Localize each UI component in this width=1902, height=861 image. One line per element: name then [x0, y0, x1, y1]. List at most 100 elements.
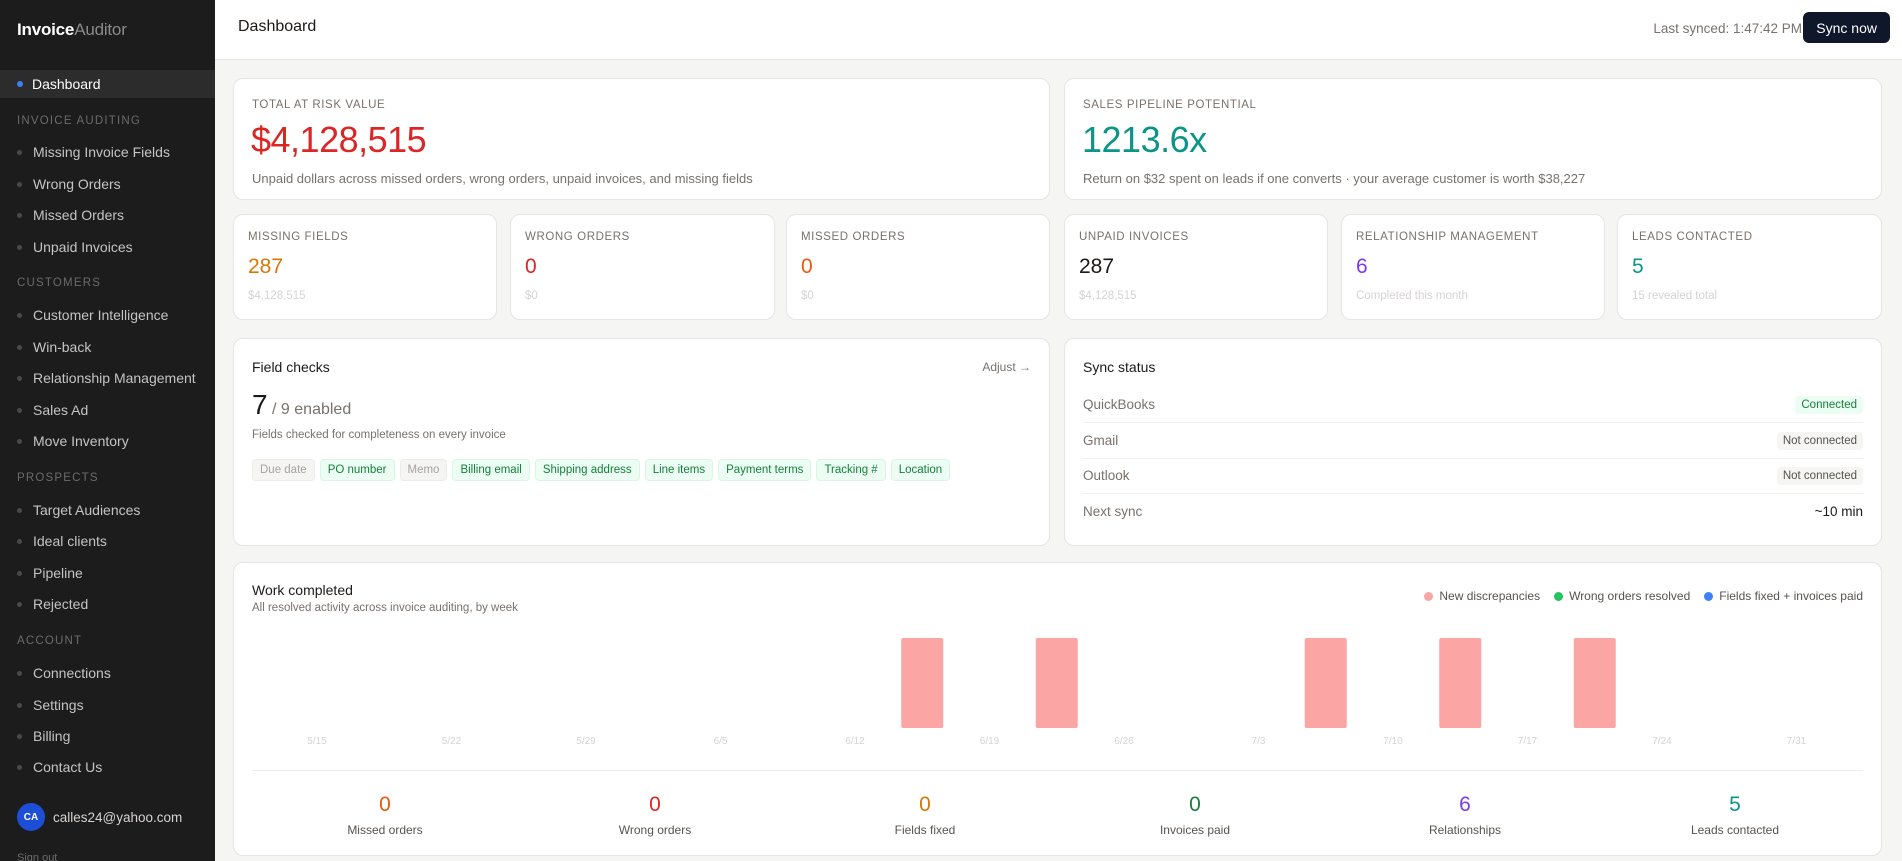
- field-tags: Due date PO number Memo Billing email Shippi…: [252, 459, 955, 481]
- adjust-link[interactable]: Adjust →: [982, 360, 1031, 374]
- bullet-icon: [17, 702, 22, 708]
- service-name: QuickBooks: [1083, 397, 1156, 412]
- stat-label: Relationships: [1428, 823, 1502, 837]
- status-badge: Not connected: [1776, 431, 1863, 450]
- kpi-leads-contacted[interactable]: LEADS CONTACTED 5 15 revealed total: [1617, 214, 1882, 320]
- sidebar-item-ideal-clients[interactable]: Ideal clients: [17, 530, 107, 552]
- sidebar: InvoiceAuditor Dashboard INVOICE AUDITIN…: [0, 0, 215, 861]
- kpi-wrong-orders[interactable]: WRONG ORDERS 0 $0: [510, 214, 775, 320]
- card-label: SALES PIPELINE POTENTIAL: [1083, 99, 1257, 111]
- kpi-missed-orders[interactable]: MISSED ORDERS 0 $0: [786, 214, 1050, 320]
- sidebar-item-sales-ad[interactable]: Sales Ad: [17, 399, 88, 421]
- stat-value: 6: [1459, 793, 1471, 816]
- kpi-relationship-management[interactable]: RELATIONSHIP MANAGEMENT 6 Completed this…: [1341, 214, 1605, 320]
- bullet-icon: [17, 733, 22, 739]
- bullet-icon: [17, 244, 22, 250]
- sign-out-link[interactable]: Sign out: [17, 852, 58, 861]
- chart-bar: [1035, 638, 1078, 728]
- work-completed-card: Work completed All resolved activity acr…: [233, 562, 1882, 856]
- legend-item: Fields fixed + invoices paid: [1704, 589, 1863, 603]
- chart-bar: [1439, 638, 1482, 728]
- stat-leads-contacted: 5 Leads contacted: [1635, 793, 1835, 837]
- stat-value: 0: [379, 793, 391, 816]
- sidebar-item-label: Target Audiences: [33, 502, 141, 518]
- bullet-icon: [17, 601, 22, 607]
- sidebar-item-label: Settings: [33, 697, 84, 713]
- kpi-sub: $4,128,515: [1079, 290, 1137, 302]
- sync-row-quickbooks: QuickBooks Connected: [1083, 387, 1863, 423]
- pipeline-card: SALES PIPELINE POTENTIAL 1213.6x Return …: [1064, 78, 1882, 200]
- sidebar-item-win-back[interactable]: Win-back: [17, 336, 91, 358]
- kpi-label: MISSING FIELDS: [248, 231, 349, 243]
- legend-swatch: [1704, 591, 1714, 601]
- x-tick-label: 5/22: [442, 736, 462, 747]
- field-tag[interactable]: Billing email: [452, 459, 530, 481]
- legend-item: New discrepancies: [1424, 589, 1540, 603]
- service-name: Gmail: [1083, 433, 1119, 448]
- legend-label: Wrong orders resolved: [1569, 589, 1691, 603]
- sidebar-item-label: Missing Invoice Fields: [33, 144, 170, 160]
- bullet-icon: [17, 570, 22, 576]
- bullet-icon: [17, 670, 22, 676]
- kpi-missing-fields[interactable]: MISSING FIELDS 287 $4,128,515: [233, 214, 497, 320]
- chart-bar: [1573, 638, 1616, 728]
- x-tick-label: 7/17: [1518, 736, 1538, 747]
- bullet-icon: [17, 312, 22, 318]
- field-tag[interactable]: Memo: [399, 459, 448, 481]
- field-tag[interactable]: Due date: [252, 459, 315, 481]
- sidebar-item-contact-us[interactable]: Contact Us: [17, 756, 102, 778]
- sidebar-item-move-inventory[interactable]: Move Inventory: [17, 430, 129, 452]
- sidebar-item-label: Pipeline: [33, 565, 83, 581]
- service-name: Next sync: [1083, 503, 1143, 519]
- sidebar-item-label: Connections: [33, 665, 111, 681]
- sidebar-item-pipeline[interactable]: Pipeline: [17, 562, 83, 584]
- sidebar-item-billing[interactable]: Billing: [17, 725, 70, 747]
- stat-invoices-paid: 0 Invoices paid: [1095, 793, 1295, 837]
- field-tag[interactable]: PO number: [319, 459, 395, 481]
- legend-label: Fields fixed + invoices paid: [1719, 589, 1863, 603]
- avatar: CA: [17, 803, 45, 831]
- kpi-label: WRONG ORDERS: [525, 231, 630, 243]
- sidebar-item-target-audiences[interactable]: Target Audiences: [17, 499, 140, 521]
- sidebar-item-wrong-orders[interactable]: Wrong Orders: [17, 173, 121, 195]
- sidebar-item-customer-intelligence[interactable]: Customer Intelligence: [17, 304, 168, 326]
- sidebar-item-unpaid-invoices[interactable]: Unpaid Invoices: [17, 236, 133, 258]
- sidebar-item-missed-orders[interactable]: Missed Orders: [17, 204, 124, 226]
- kpi-label: RELATIONSHIP MANAGEMENT: [1356, 231, 1539, 243]
- field-tag[interactable]: Location: [890, 459, 951, 481]
- x-tick-label: 6/5: [714, 736, 728, 747]
- sidebar-item-connections[interactable]: Connections: [17, 662, 111, 684]
- page-title: Dashboard: [238, 18, 317, 35]
- field-tag[interactable]: Shipping address: [534, 459, 640, 481]
- stat-label: Leads contacted: [1690, 823, 1780, 837]
- brand-logo[interactable]: InvoiceAuditor: [17, 20, 127, 40]
- kpi-label: MISSED ORDERS: [801, 231, 906, 243]
- field-tag[interactable]: Tracking #: [816, 459, 886, 481]
- kpi-unpaid-invoices[interactable]: UNPAID INVOICES 287 $4,128,515: [1064, 214, 1328, 320]
- sidebar-item-label: Relationship Management: [33, 370, 196, 386]
- bullet-icon: [17, 344, 22, 350]
- bullet-icon: [17, 407, 22, 413]
- kpi-value: 287: [1079, 255, 1115, 278]
- sidebar-item-relationship-management[interactable]: Relationship Management: [17, 367, 196, 389]
- x-tick-label: 5/15: [307, 736, 327, 747]
- sidebar-item-dashboard[interactable]: Dashboard: [0, 70, 215, 98]
- sync-now-button[interactable]: Sync now: [1803, 12, 1890, 43]
- sidebar-item-settings[interactable]: Settings: [17, 694, 84, 716]
- enabled-number: 7: [252, 389, 268, 420]
- sidebar-item-missing-invoice-fields[interactable]: Missing Invoice Fields: [17, 141, 170, 163]
- chart-bar: [1304, 638, 1347, 728]
- brand-part1: Invoice: [17, 20, 75, 39]
- kpi-sub: Completed this month: [1356, 290, 1468, 302]
- service-name: Outlook: [1083, 468, 1130, 483]
- stat-relationships: 6 Relationships: [1365, 793, 1565, 837]
- at-risk-card: TOTAL AT RISK VALUE $4,128,515 Unpaid do…: [233, 78, 1050, 200]
- bullet-icon: [17, 149, 22, 155]
- field-tag[interactable]: Line items: [644, 459, 714, 481]
- sidebar-item-rejected[interactable]: Rejected: [17, 593, 88, 615]
- field-tag[interactable]: Payment terms: [718, 459, 812, 481]
- x-tick-label: 6/12: [845, 736, 865, 747]
- sidebar-item-label: Move Inventory: [33, 433, 129, 449]
- kpi-value: 6: [1356, 255, 1368, 278]
- user-profile[interactable]: CA calles24@yahoo.com: [17, 803, 182, 831]
